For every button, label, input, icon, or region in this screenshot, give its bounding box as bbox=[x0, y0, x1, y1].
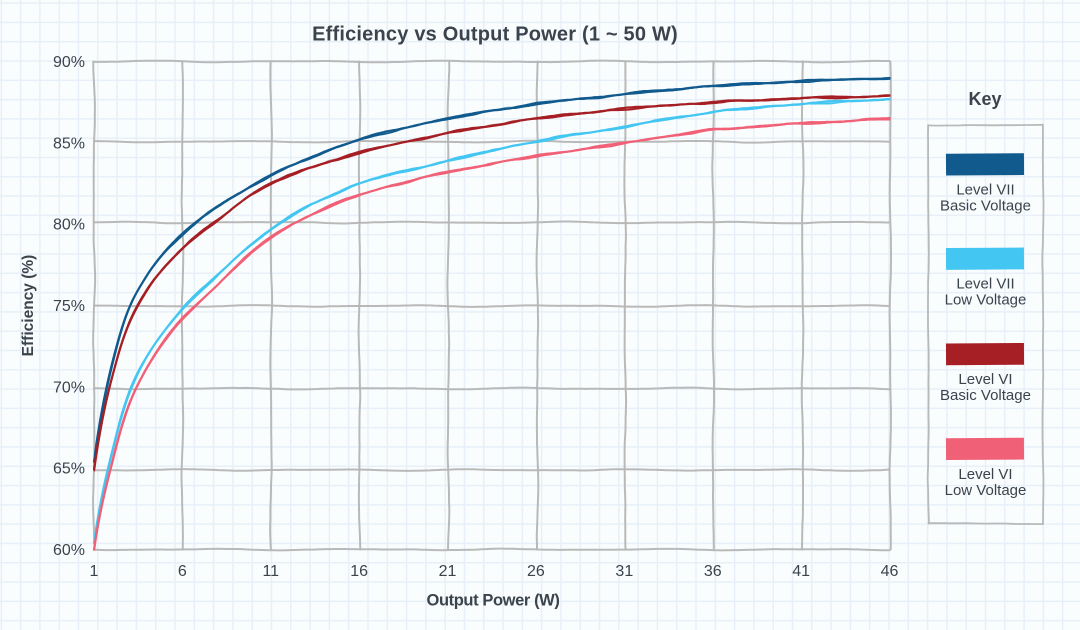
svg-text:Level VII: Level VII bbox=[956, 181, 1014, 198]
svg-text:Key: Key bbox=[968, 89, 1001, 109]
svg-text:Basic Voltage: Basic Voltage bbox=[940, 197, 1031, 214]
svg-text:65%: 65% bbox=[53, 461, 85, 478]
svg-text:80%: 80% bbox=[53, 217, 85, 234]
svg-text:Low Voltage: Low Voltage bbox=[945, 482, 1027, 499]
svg-text:Low Voltage: Low Voltage bbox=[945, 292, 1027, 309]
svg-text:26: 26 bbox=[527, 563, 545, 580]
svg-text:21: 21 bbox=[439, 563, 457, 580]
svg-text:60%: 60% bbox=[53, 542, 85, 559]
svg-text:Level VII: Level VII bbox=[956, 276, 1014, 293]
svg-text:Output Power (W): Output Power (W) bbox=[427, 592, 560, 610]
svg-text:6: 6 bbox=[178, 563, 187, 580]
svg-text:1: 1 bbox=[90, 563, 99, 580]
svg-text:Basic Voltage: Basic Voltage bbox=[940, 387, 1031, 404]
svg-text:31: 31 bbox=[615, 563, 633, 580]
svg-text:75%: 75% bbox=[53, 298, 85, 315]
svg-text:85%: 85% bbox=[53, 135, 85, 152]
svg-text:16: 16 bbox=[350, 563, 368, 580]
svg-text:36: 36 bbox=[704, 563, 722, 580]
svg-text:Efficiency vs Output Power (1: Efficiency vs Output Power (1 ~ 50 W) bbox=[312, 24, 678, 46]
svg-text:Level VI: Level VI bbox=[958, 371, 1012, 388]
svg-text:46: 46 bbox=[881, 563, 899, 580]
svg-text:70%: 70% bbox=[53, 379, 85, 396]
svg-text:90%: 90% bbox=[53, 54, 85, 71]
svg-text:Level VI: Level VI bbox=[958, 466, 1012, 483]
svg-text:11: 11 bbox=[262, 563, 279, 580]
svg-text:Efficiency (%): Efficiency (%) bbox=[20, 255, 37, 357]
svg-text:41: 41 bbox=[792, 563, 810, 580]
